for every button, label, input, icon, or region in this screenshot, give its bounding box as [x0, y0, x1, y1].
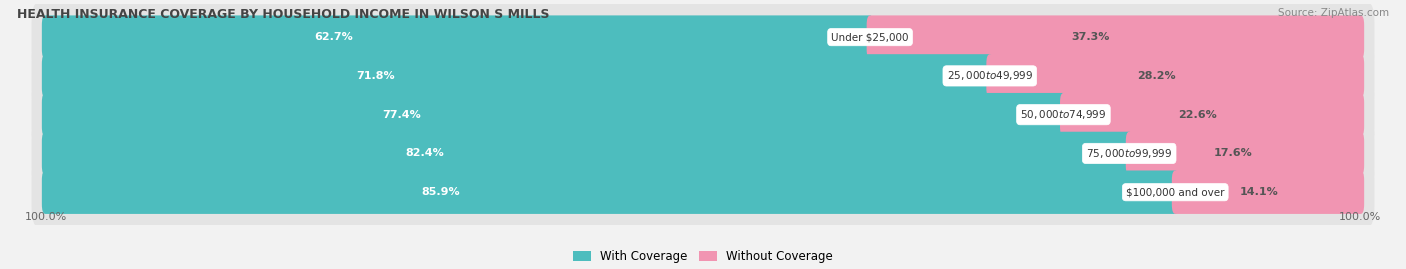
Text: 28.2%: 28.2%: [1137, 71, 1175, 81]
Text: 22.6%: 22.6%: [1178, 110, 1216, 120]
FancyBboxPatch shape: [42, 54, 993, 98]
FancyBboxPatch shape: [42, 15, 873, 59]
FancyBboxPatch shape: [31, 119, 1375, 188]
Text: Under $25,000: Under $25,000: [831, 32, 908, 42]
Text: 85.9%: 85.9%: [422, 187, 460, 197]
Text: 100.0%: 100.0%: [25, 213, 67, 222]
FancyBboxPatch shape: [42, 93, 1067, 136]
Text: 77.4%: 77.4%: [382, 110, 420, 120]
Legend: With Coverage, Without Coverage: With Coverage, Without Coverage: [568, 245, 838, 268]
Text: 62.7%: 62.7%: [315, 32, 353, 42]
FancyBboxPatch shape: [866, 15, 1364, 59]
Text: $50,000 to $74,999: $50,000 to $74,999: [1021, 108, 1107, 121]
FancyBboxPatch shape: [1126, 132, 1364, 175]
Text: 71.8%: 71.8%: [357, 71, 395, 81]
Text: 14.1%: 14.1%: [1239, 187, 1278, 197]
FancyBboxPatch shape: [31, 158, 1375, 227]
Text: 37.3%: 37.3%: [1071, 32, 1111, 42]
Text: $75,000 to $99,999: $75,000 to $99,999: [1085, 147, 1173, 160]
FancyBboxPatch shape: [31, 80, 1375, 149]
Text: $25,000 to $49,999: $25,000 to $49,999: [946, 69, 1033, 82]
Text: 82.4%: 82.4%: [405, 148, 444, 158]
FancyBboxPatch shape: [42, 132, 1133, 175]
FancyBboxPatch shape: [1060, 93, 1364, 136]
Text: HEALTH INSURANCE COVERAGE BY HOUSEHOLD INCOME IN WILSON S MILLS: HEALTH INSURANCE COVERAGE BY HOUSEHOLD I…: [17, 8, 550, 21]
FancyBboxPatch shape: [42, 171, 1178, 214]
Text: 100.0%: 100.0%: [1339, 213, 1381, 222]
Text: 17.6%: 17.6%: [1213, 148, 1253, 158]
Text: $100,000 and over: $100,000 and over: [1126, 187, 1225, 197]
FancyBboxPatch shape: [31, 41, 1375, 110]
FancyBboxPatch shape: [31, 3, 1375, 72]
FancyBboxPatch shape: [1171, 171, 1364, 214]
FancyBboxPatch shape: [987, 54, 1364, 98]
Text: Source: ZipAtlas.com: Source: ZipAtlas.com: [1278, 8, 1389, 18]
